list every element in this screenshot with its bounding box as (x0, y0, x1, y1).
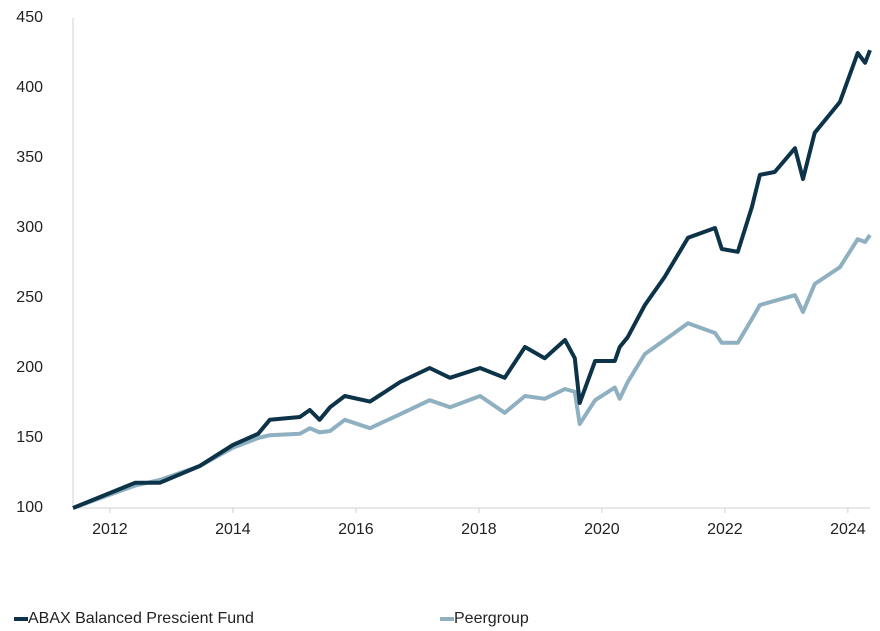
y-tick-label: 350 (16, 149, 43, 166)
x-tick-label: 2024 (830, 521, 866, 538)
y-tick-label: 150 (16, 429, 43, 446)
y-tick-label: 300 (16, 219, 43, 236)
legend-label: ABAX Balanced Prescient Fund (28, 610, 254, 627)
x-tick-label: 2018 (461, 521, 497, 538)
x-tick-label: 2022 (707, 521, 743, 538)
series-line (72, 233, 872, 510)
y-tick-label: 100 (16, 499, 43, 516)
x-tick-label: 2016 (338, 521, 374, 538)
x-tick-label: 2020 (584, 521, 620, 538)
series-line (72, 49, 872, 510)
y-tick-label: 200 (16, 359, 43, 376)
legend-label: Peergroup (454, 610, 529, 627)
x-tick-label: 2012 (92, 521, 128, 538)
y-tick-label: 250 (16, 289, 43, 306)
y-tick-label: 400 (16, 79, 43, 96)
x-tick-label: 2014 (215, 521, 251, 538)
y-tick-label: 450 (16, 9, 43, 26)
